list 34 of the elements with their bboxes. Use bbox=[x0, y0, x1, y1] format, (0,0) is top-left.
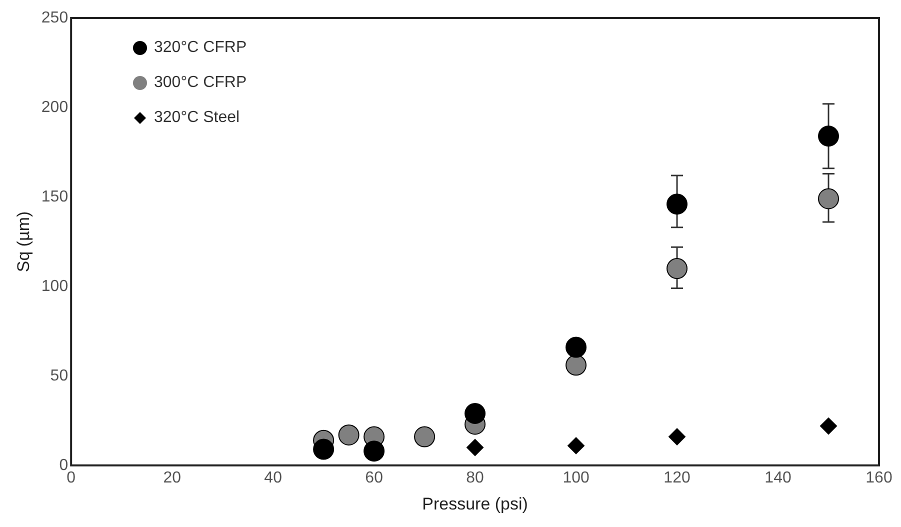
x-tick-label: 140 bbox=[764, 469, 792, 486]
x-tick-label: 60 bbox=[365, 469, 384, 486]
x-tick-label: 20 bbox=[163, 469, 182, 486]
point bbox=[820, 418, 838, 435]
point bbox=[666, 258, 688, 280]
point bbox=[666, 194, 688, 215]
y-tick-label: 50 bbox=[50, 367, 68, 384]
x-tick-label: 100 bbox=[562, 469, 590, 486]
point bbox=[466, 439, 484, 456]
point bbox=[668, 428, 686, 446]
point bbox=[566, 336, 587, 358]
point bbox=[313, 438, 334, 460]
x-tick-label: 80 bbox=[466, 469, 484, 486]
y-tick-label: 0 bbox=[59, 456, 68, 474]
y-tick-label: 150 bbox=[41, 188, 68, 206]
x-tick-label: 160 bbox=[866, 469, 892, 486]
y-axis-title: Sq (µm) bbox=[14, 211, 33, 272]
legend-label: 320°C CFRP bbox=[154, 38, 247, 56]
x-axis-title: Pressure (psi) bbox=[422, 494, 528, 514]
legend-label: 300°C CFRP bbox=[154, 74, 247, 92]
point bbox=[566, 354, 587, 376]
y-tick-label: 250 bbox=[41, 9, 68, 26]
point bbox=[414, 426, 436, 448]
point bbox=[818, 126, 840, 147]
x-tick-label: 40 bbox=[264, 469, 282, 486]
legend-label: 320°C Steel bbox=[154, 108, 240, 126]
point bbox=[364, 440, 385, 462]
point bbox=[338, 424, 360, 446]
y-tick-label: 100 bbox=[41, 278, 68, 295]
y-tick-label: 200 bbox=[41, 98, 68, 116]
x-tick-label: 120 bbox=[664, 469, 690, 486]
point bbox=[464, 403, 486, 424]
point bbox=[818, 188, 840, 210]
point bbox=[568, 437, 585, 454]
